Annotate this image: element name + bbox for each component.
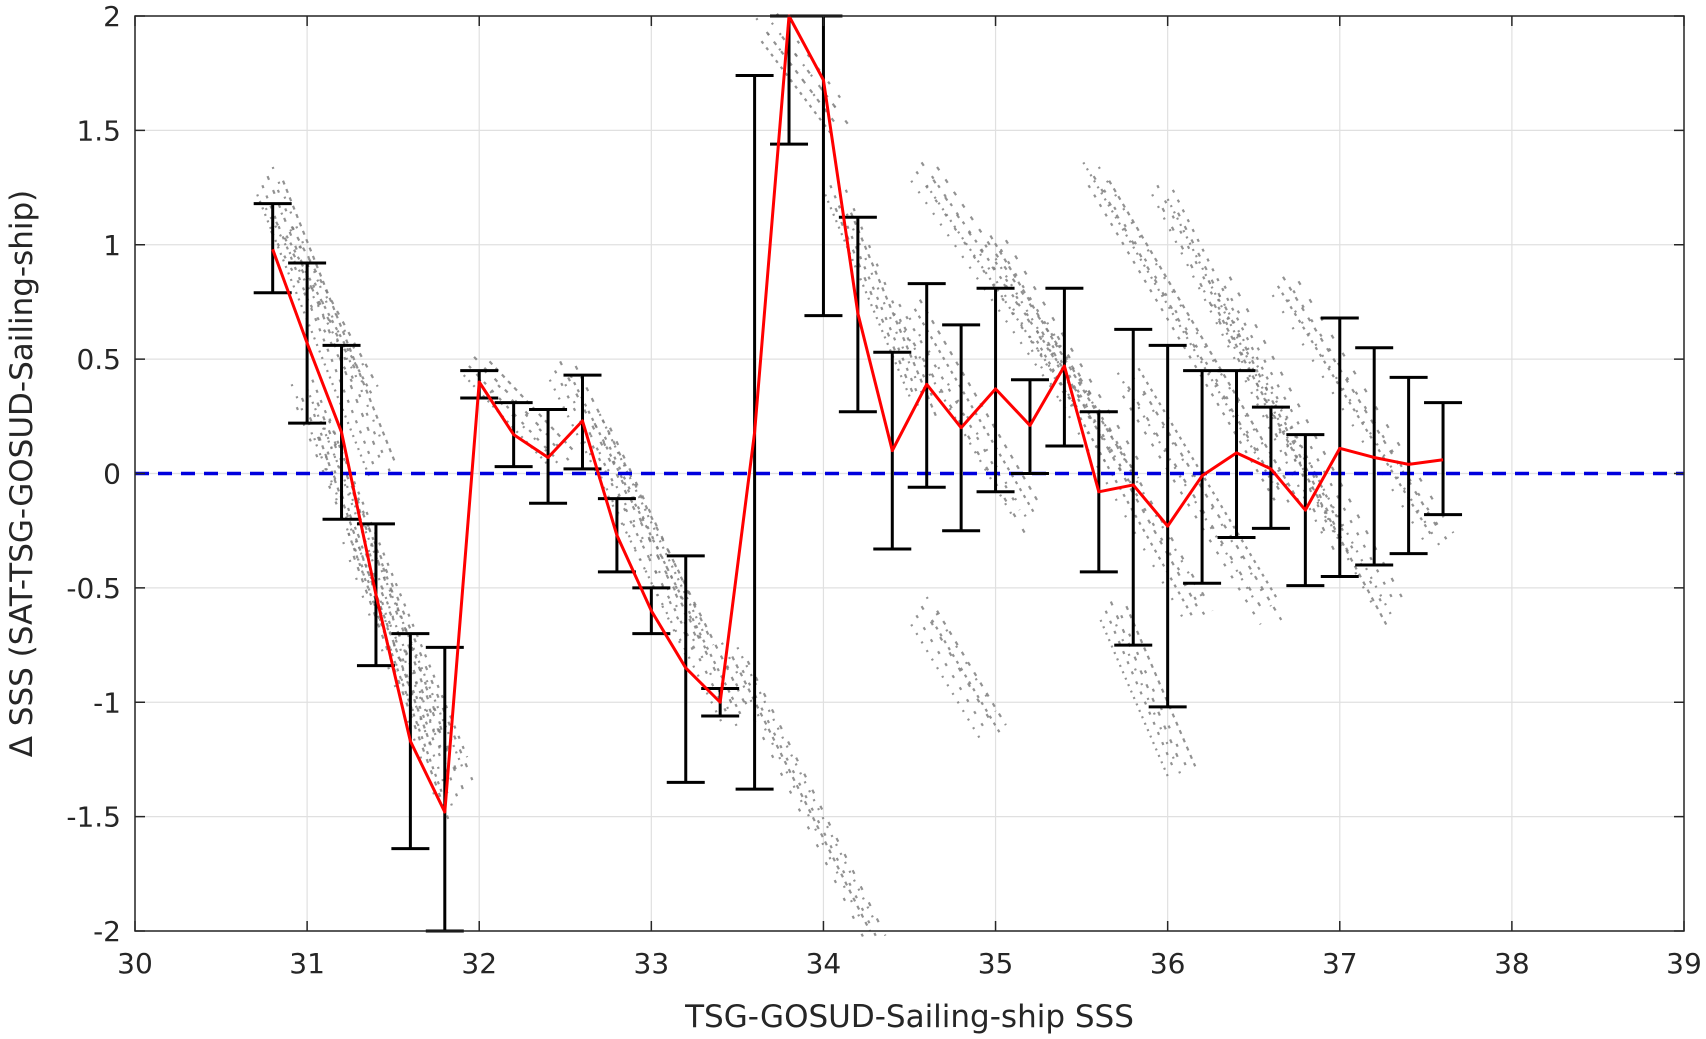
x-tick-label: 39 bbox=[1666, 947, 1702, 980]
scatter-point-streak bbox=[1115, 624, 1186, 786]
scatter-point-streak bbox=[588, 431, 694, 651]
scatter-point-streak bbox=[311, 379, 469, 758]
scatter-point-streak bbox=[609, 427, 715, 646]
scatter-point-streak bbox=[908, 317, 1031, 525]
scatter-point-streak bbox=[256, 194, 371, 477]
scatter-point-streak bbox=[918, 299, 1042, 507]
scatter-point-streak bbox=[1282, 276, 1439, 529]
scatter-point-streak bbox=[1121, 395, 1262, 626]
y-tick-label: 0 bbox=[103, 458, 121, 491]
y-tick-label: 0.5 bbox=[76, 343, 121, 376]
scatter-point-streak bbox=[1142, 390, 1283, 621]
y-tick-label: 2 bbox=[103, 0, 121, 33]
scatter-point-streak bbox=[603, 436, 710, 655]
scatter-point-streak bbox=[1051, 344, 1209, 621]
scatter-point-streak bbox=[829, 184, 918, 392]
x-tick-label: 34 bbox=[806, 947, 842, 980]
x-tick-label: 36 bbox=[1150, 947, 1186, 980]
scatter-point-streak bbox=[1208, 280, 1383, 603]
scatter-point-streak bbox=[999, 248, 1140, 479]
scatter-point-streak bbox=[574, 365, 749, 710]
x-tick-label: 32 bbox=[461, 947, 497, 980]
scatter-point-streak bbox=[1228, 276, 1403, 598]
scatter-point-streak bbox=[920, 605, 992, 722]
scatter-point-streak bbox=[930, 175, 1088, 406]
x-tick-label: 35 bbox=[978, 947, 1014, 980]
scatter-point-streak bbox=[1046, 321, 1204, 598]
x-tick-label: 38 bbox=[1494, 947, 1530, 980]
scatter-point-streak bbox=[760, 40, 832, 134]
x-tick-label: 37 bbox=[1322, 947, 1358, 980]
scatter-point-streak bbox=[1125, 605, 1197, 767]
y-tick-label: 1.5 bbox=[76, 114, 121, 147]
scatter-point-streak bbox=[483, 369, 572, 463]
scatter-point-streak bbox=[1297, 280, 1455, 534]
scatter-point-streak bbox=[548, 379, 723, 724]
y-tick-label: -1 bbox=[93, 686, 121, 719]
scatter-point-streak bbox=[1103, 189, 1295, 511]
x-axis-ticks: 30 31 32 33 34 35 36 37 38 39 bbox=[117, 16, 1702, 980]
scatter-point-streak bbox=[266, 175, 381, 458]
y-tick-label: -0.5 bbox=[66, 572, 121, 605]
scatter-point-streak bbox=[736, 646, 877, 923]
x-tick-label: 33 bbox=[634, 947, 670, 980]
y-tick-label: -2 bbox=[93, 915, 121, 948]
scatter-point-streak bbox=[1171, 189, 1346, 534]
scatter-point-streak bbox=[598, 413, 704, 632]
scatter-point-streak bbox=[300, 397, 458, 776]
x-axis-label: TSG-GOSUD-Sailing-ship SSS bbox=[684, 999, 1134, 1035]
scatter-point-streak bbox=[488, 360, 577, 454]
scatter-point-streak bbox=[1092, 175, 1284, 497]
scatter-point-streak bbox=[564, 383, 739, 728]
scatter-point-streak bbox=[898, 303, 1021, 511]
scatter-point-streak bbox=[269, 230, 358, 392]
scatter-point-streak bbox=[731, 656, 871, 932]
scatter-point-streak bbox=[275, 221, 364, 383]
scatter-point-streak bbox=[1041, 331, 1198, 607]
x-tick-label: 30 bbox=[117, 947, 153, 980]
scatter-point-streak bbox=[1166, 198, 1341, 543]
scatter-point-streak bbox=[368, 528, 465, 792]
scatter-point-streak bbox=[1276, 285, 1434, 539]
scatter-point-streak bbox=[583, 441, 689, 660]
scatter-point-streak bbox=[281, 180, 396, 463]
scatter-point-streak bbox=[347, 532, 445, 797]
mean-series-line bbox=[271, 14, 1444, 814]
scatter-point-streak bbox=[903, 326, 1026, 534]
scatter-point-streak bbox=[1161, 207, 1336, 552]
mean-line bbox=[271, 14, 1444, 814]
y-axis-label: Δ SSS (SAT-TSG-GOSUD-Sailing-ship) bbox=[4, 190, 40, 758]
scatter-point-streak bbox=[1087, 184, 1279, 507]
scatter-point-streak bbox=[285, 235, 374, 397]
scatter-point-streak bbox=[1177, 212, 1352, 557]
y-axis-ticks: -2 -1.5 -1 -0.5 0 0.5 1 1.5 2 bbox=[66, 0, 1684, 948]
scatter-point-streak bbox=[1104, 610, 1176, 772]
scatter-point-streak bbox=[936, 166, 1093, 397]
y-tick-label: -1.5 bbox=[66, 801, 121, 834]
scatter-point-streak bbox=[264, 207, 353, 369]
scatter-point-streak bbox=[746, 660, 887, 937]
scatter-point-streak bbox=[936, 610, 1007, 726]
scatter-point-streak bbox=[290, 383, 448, 763]
scatter-point-streak bbox=[1099, 619, 1171, 781]
scatter-point-streak bbox=[1213, 303, 1388, 625]
scatter-point-streak bbox=[307, 422, 422, 733]
scatter-point-streak bbox=[910, 623, 982, 740]
x-tick-label: 31 bbox=[289, 947, 325, 980]
y-tick-label: 1 bbox=[103, 229, 121, 262]
scatter-point-streak bbox=[930, 619, 1002, 735]
scatter-point-streak bbox=[849, 212, 939, 420]
